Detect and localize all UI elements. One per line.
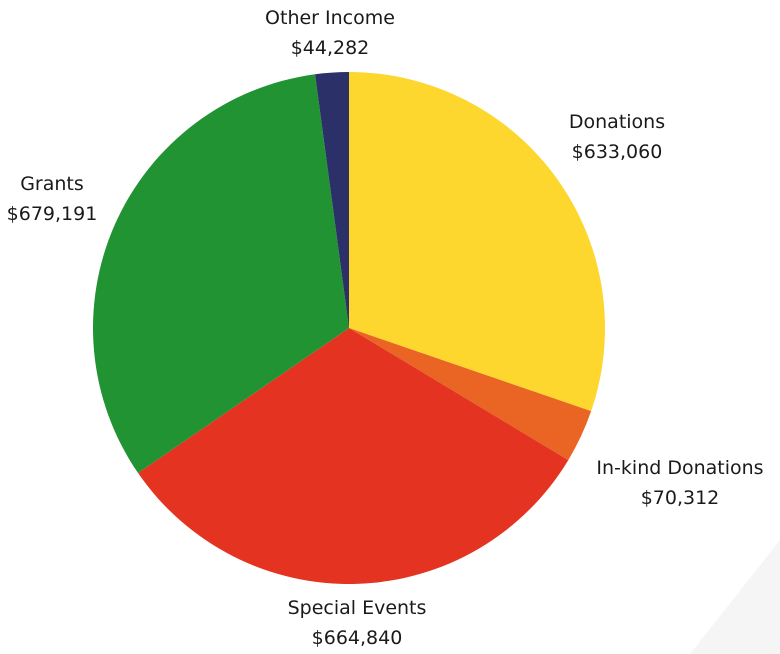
slice-label-special-events: Special Events — [288, 597, 427, 619]
slice-value-donations: $633,060 — [572, 141, 663, 163]
pie-slice-in-kind-donations — [349, 328, 592, 461]
pie-slices — [93, 72, 606, 584]
slice-value-special-events: $664,840 — [312, 627, 403, 649]
slice-label-other-income: Other Income — [265, 7, 395, 29]
slice-label-grants: Grants — [20, 173, 84, 195]
slice-label-in-kind-donations: In-kind Donations — [596, 457, 763, 479]
pie-slice-donations — [349, 72, 606, 412]
slice-label-donations: Donations — [569, 111, 665, 133]
slice-value-grants: $679,191 — [7, 203, 98, 225]
slice-value-in-kind-donations: $70,312 — [641, 487, 720, 509]
pie-slice-special-events — [138, 328, 569, 584]
pie-slice-grants — [93, 74, 349, 474]
pie-labels: Donations $633,060 In-kind Donations $70… — [7, 7, 764, 649]
pie-slice-other-income — [315, 72, 349, 328]
slice-value-other-income: $44,282 — [291, 37, 370, 59]
background-corner-shape — [690, 540, 780, 654]
